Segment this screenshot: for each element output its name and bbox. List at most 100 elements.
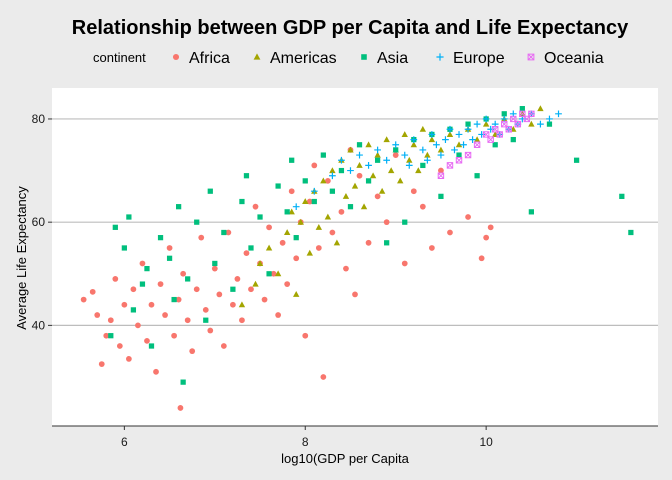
data-point-americas xyxy=(356,162,363,168)
data-point-americas xyxy=(410,141,417,148)
data-point-asia xyxy=(492,142,498,148)
data-point-americas xyxy=(369,172,377,179)
data-point-americas xyxy=(419,125,427,132)
data-point-europe xyxy=(365,162,372,169)
data-point-asia xyxy=(185,276,191,282)
data-point-asia xyxy=(180,379,186,385)
data-point-asia xyxy=(329,188,336,194)
data-point-oceania xyxy=(446,162,454,169)
data-point-asia xyxy=(130,307,137,313)
data-point-africa xyxy=(230,301,236,308)
legend-key-americas xyxy=(253,53,261,60)
data-point-africa xyxy=(302,332,309,339)
data-point-americas xyxy=(315,223,323,230)
data-point-asia xyxy=(510,136,516,143)
data-point-africa xyxy=(121,301,128,308)
data-point-americas xyxy=(320,177,327,184)
data-point-africa xyxy=(478,255,485,262)
data-point-americas xyxy=(387,167,395,174)
data-point-africa xyxy=(252,203,259,210)
data-point-americas xyxy=(528,120,535,127)
data-point-europe xyxy=(555,110,562,118)
data-point-asia xyxy=(144,265,150,272)
data-point-oceania xyxy=(528,110,535,118)
data-point-africa xyxy=(148,301,155,308)
data-point-asia xyxy=(374,157,381,163)
data-point-africa xyxy=(243,250,250,257)
legend-label-europe: Europe xyxy=(453,50,505,67)
data-point-africa xyxy=(126,356,132,362)
data-point-africa xyxy=(162,312,168,318)
data-point-americas xyxy=(406,156,413,163)
data-point-europe xyxy=(451,146,458,154)
y-tick-label: 80 xyxy=(32,112,46,126)
legend-label-americas: Americas xyxy=(270,50,337,67)
data-point-africa xyxy=(157,281,164,287)
data-point-africa xyxy=(234,276,241,282)
data-point-americas xyxy=(482,120,490,127)
data-point-asia xyxy=(420,162,426,169)
data-point-africa xyxy=(438,167,444,174)
data-point-asia xyxy=(289,157,295,163)
data-point-asia xyxy=(347,204,354,210)
legend: continent Africa Americas Asia Europe Oceani… xyxy=(93,50,604,67)
data-point-americas xyxy=(347,146,354,153)
data-point-asia xyxy=(243,173,250,179)
data-point-asia xyxy=(456,152,462,158)
data-point-europe xyxy=(347,167,354,174)
data-point-asia xyxy=(139,281,146,287)
data-point-africa xyxy=(144,337,150,344)
data-point-africa xyxy=(171,332,177,339)
data-point-africa xyxy=(116,343,123,349)
data-point-africa xyxy=(112,276,119,282)
data-point-africa xyxy=(270,270,277,277)
x-tick-label: 6 xyxy=(121,435,128,449)
data-point-oceania xyxy=(487,136,494,143)
data-point-asia xyxy=(628,229,634,236)
data-point-americas xyxy=(397,177,404,184)
data-point-americas xyxy=(265,244,273,251)
data-point-africa xyxy=(239,317,245,324)
data-point-europe xyxy=(338,156,345,164)
data-point-africa xyxy=(275,312,281,318)
data-point-asia xyxy=(230,286,236,292)
data-point-africa xyxy=(266,224,272,231)
data-point-africa xyxy=(130,286,137,293)
data-point-americas xyxy=(415,167,422,174)
data-point-oceania xyxy=(514,120,522,128)
data-point-americas xyxy=(424,151,431,158)
data-point-europe xyxy=(482,115,490,123)
data-point-asia xyxy=(239,198,245,205)
data-point-oceania xyxy=(437,172,445,179)
chart-title: Relationship between GDP per Capita and … xyxy=(72,17,629,39)
data-point-asia xyxy=(573,157,580,163)
data-point-americas xyxy=(374,151,381,158)
data-point-asia xyxy=(266,271,272,277)
data-point-europe xyxy=(469,136,476,143)
data-point-africa xyxy=(324,178,331,184)
data-point-asia xyxy=(465,121,471,127)
data-point-africa xyxy=(383,219,390,226)
data-point-oceania xyxy=(505,126,512,133)
data-point-asia xyxy=(320,152,326,158)
data-point-africa xyxy=(202,307,209,313)
data-point-asia xyxy=(619,193,625,199)
data-point-europe xyxy=(405,162,413,169)
data-point-europe xyxy=(423,156,431,164)
data-point-americas xyxy=(383,136,390,143)
data-point-asia xyxy=(402,219,408,225)
data-point-africa xyxy=(216,291,223,298)
legend-key-asia xyxy=(361,54,367,60)
legend-key-africa xyxy=(172,53,180,61)
data-point-europe xyxy=(537,120,544,128)
data-point-asia xyxy=(108,333,114,339)
data-point-americas xyxy=(256,260,264,266)
data-point-africa xyxy=(261,296,268,303)
data-point-africa xyxy=(175,296,182,303)
data-point-africa xyxy=(180,270,187,277)
data-point-europe xyxy=(292,203,300,211)
y-tick-label: 40 xyxy=(32,318,46,332)
data-point-americas xyxy=(455,141,463,148)
data-point-americas xyxy=(342,193,350,199)
